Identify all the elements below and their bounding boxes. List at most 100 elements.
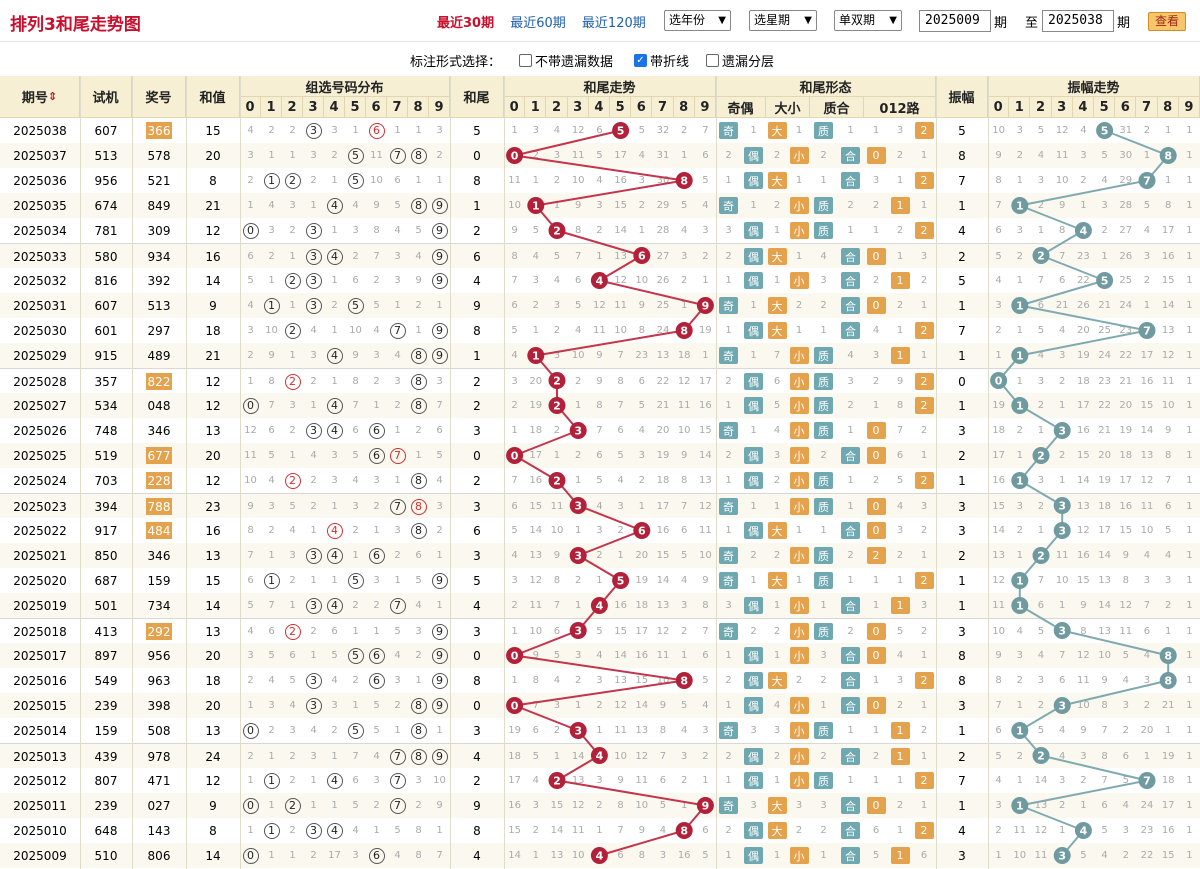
dist-hit: 6 [368, 122, 385, 139]
tail-trend-cell: 16 [656, 525, 670, 536]
amp-trend-cell: 1 [1037, 525, 1045, 536]
table-row: 2025025 519 677 20 11 5 1 4 3 5 6 7 1 5 0 17 1 2 6 5 3 19 9 14 2… [0, 443, 1200, 468]
column-divider [988, 76, 989, 869]
dist-cell: 4 [324, 518, 345, 543]
dist-miss: 2 [247, 175, 254, 186]
dist-miss: 1 [310, 400, 317, 411]
dist-miss: 1 [415, 325, 422, 336]
tail-trend-cell: 7 [617, 400, 624, 411]
from-issue-input[interactable]: 2025009 [919, 10, 991, 32]
period-120-link[interactable]: 最近120期 [581, 16, 646, 31]
odd-even-pill: 奇 [719, 572, 738, 589]
amp-trend-cell: 6 [1143, 626, 1151, 637]
amp-trend-cell: 4 [1080, 125, 1087, 136]
prime-comp-a: 质 [810, 568, 837, 593]
sort-icon[interactable]: ⇕ [47, 90, 58, 103]
prime-comp-a: 质 [810, 343, 837, 368]
header-amp-digit-text: 3 [1057, 99, 1067, 115]
trial-cell: 239 [94, 698, 118, 713]
amp-trend-cell: 1 [1186, 300, 1193, 311]
amp-trend-cell: 7 [1037, 275, 1045, 286]
amp-trend-cell: 12 [1077, 525, 1090, 536]
trial-cell: 501 [94, 598, 118, 613]
dist-miss: 3 [394, 525, 401, 536]
trial-cell: 601 [94, 323, 118, 338]
to-issue-input[interactable]: 2025038 [1042, 10, 1114, 32]
period-60-link[interactable]: 最近60期 [510, 16, 566, 31]
road-cell: 1 [888, 593, 912, 618]
checkbox-icon[interactable] [519, 54, 532, 67]
odd-even-a: 2 [725, 450, 732, 461]
amp-cell: 7 [958, 323, 966, 338]
option-with-line[interactable]: ✓ 带折线 [634, 51, 689, 70]
header-amp-digit-text: 9 [1184, 99, 1194, 115]
prime-comp-a: 2 [820, 675, 827, 686]
parity-select[interactable]: 单双期 ▼ [834, 10, 902, 31]
tail-trend-cell: 32 [656, 125, 670, 136]
dist-miss: 5 [373, 300, 380, 311]
big-small-a: 大 [766, 118, 788, 143]
road-cell: 2 [920, 275, 928, 286]
tail-trend-cell: 7 [702, 125, 709, 136]
big-small-a: 6 [773, 376, 781, 387]
prime-comp-a: 1 [820, 525, 827, 536]
tail-trend-cell: 7 [702, 626, 709, 637]
prime-comp-b: 1 [847, 425, 854, 436]
tail-trend-cell: 3 [596, 675, 603, 686]
tail-trend-ball: 3 [569, 497, 587, 514]
dist-miss: 2 [436, 525, 443, 536]
trial-cell: 357 [94, 374, 118, 389]
road-cell: 1 [920, 150, 928, 161]
checkbox-icon[interactable] [706, 54, 719, 67]
prime-comp-a: 质 [810, 118, 837, 143]
dist-miss: 2 [268, 251, 275, 262]
tail-trend-cell: 5 [532, 225, 539, 236]
svg-text:1: 1 [1016, 475, 1024, 488]
tail-trend-cell: 8 [553, 575, 561, 586]
dist-miss: 2 [415, 650, 422, 661]
prize-cell: 956 [132, 643, 186, 668]
dist-cell: 4 [324, 393, 345, 418]
sum-cell: 14 [205, 273, 221, 288]
prize-cell: 734 [132, 593, 186, 618]
amp-cell: 5 [958, 273, 966, 288]
dist-miss: 1 [394, 425, 401, 436]
dist-miss: 1 [247, 200, 254, 211]
issue-cell: 2025033 [13, 249, 67, 264]
year-select[interactable]: 选年份 ▼ [664, 10, 731, 31]
road-pill: 2 [914, 322, 934, 339]
tail-trend-cell: 2 [638, 475, 645, 486]
option-layered[interactable]: 遗漏分层 [706, 51, 774, 70]
dist-miss: 6 [247, 251, 254, 262]
tail-trend-cell: 15 [656, 550, 670, 561]
option-no-miss[interactable]: 不带遗漏数据 [519, 51, 613, 70]
big-small-b: 小 [788, 268, 810, 293]
week-select[interactable]: 选星期 ▼ [749, 10, 817, 31]
tail-trend-ball: 4 [590, 272, 608, 289]
prize-number: 484 [146, 522, 172, 539]
dist-cell: 1 [303, 193, 324, 218]
dist-miss: 1 [310, 200, 317, 211]
dist-cell: 0 [240, 718, 261, 743]
prime-comp-pill: 合 [841, 447, 860, 464]
amp-trend-segment [1061, 679, 1169, 707]
amp-trend-cell: 8 [995, 675, 1002, 686]
dist-cell: 2 [240, 168, 261, 193]
header-issue[interactable]: 期号 ⇕ [0, 76, 80, 118]
amp-trend-cell: 2 [1037, 400, 1045, 411]
svg-text:2: 2 [553, 400, 561, 413]
tail-trend-cell: 2 [596, 700, 603, 711]
odd-even-pill: 偶 [744, 147, 763, 164]
issue-cell: 2025036 [13, 173, 67, 188]
checkbox-checked-icon[interactable]: ✓ [634, 54, 647, 67]
period-30-link[interactable]: 最近30期 [437, 16, 495, 31]
tail-cell: 3 [473, 499, 481, 514]
dist-cell: 5 [408, 568, 429, 593]
road-cell: 2 [912, 369, 936, 394]
dist-cell: 4 [261, 193, 282, 218]
query-button[interactable]: 查看 [1148, 12, 1186, 31]
prize-number: 963 [147, 673, 171, 688]
prize-number: 788 [146, 498, 172, 515]
dist-miss: 3 [310, 350, 317, 361]
odd-even-b: 偶 [741, 518, 766, 543]
